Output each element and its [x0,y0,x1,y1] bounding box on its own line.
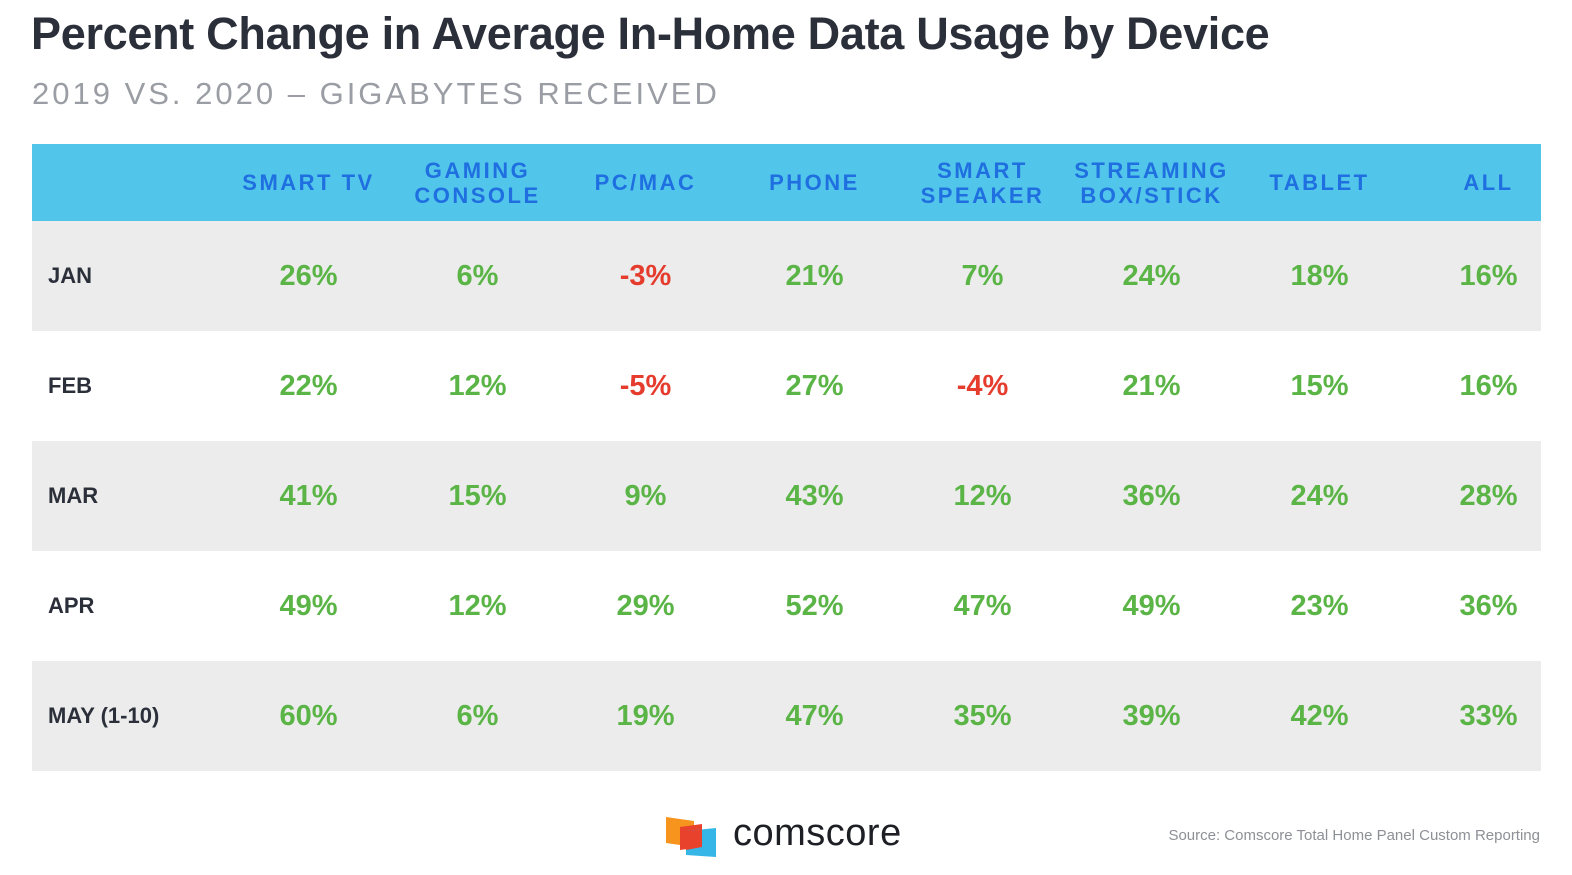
table-row: FEB 22% 12% -5% 27% -4% 21% 15% 16% [32,331,1541,441]
table-cell: 21% [785,259,844,292]
table-cell: -3% [619,259,672,292]
table-cell: 28% [1459,479,1518,512]
table-cell: 47% [953,589,1012,622]
table-header-row: SMART TV GAMING CONSOLE PC/MAC PHONE SMART S… [32,144,1541,221]
table-cell: 39% [1122,699,1181,732]
column-header: GAMING CONSOLE [414,157,541,208]
column-header: SMART TV [242,170,375,195]
table-cell: 16% [1459,369,1518,402]
table-cell: 26% [279,259,338,292]
table-cell: 22% [279,369,338,402]
table-cell: 12% [448,369,507,402]
table-row: MAY (1-10) 60% 6% 19% 47% 35% 39% 42% 33% [32,661,1541,771]
table-row: APR 49% 12% 29% 52% 47% 49% 23% 36% [32,551,1541,661]
table-cell: -4% [956,369,1009,402]
table-cell: 24% [1122,259,1181,292]
table-cell: 36% [1122,479,1181,512]
column-header: TABLET [1269,170,1370,195]
table-cell: 49% [1122,589,1181,622]
table-cell: 7% [961,259,1004,292]
column-header: STREAMING BOX/STICK [1074,157,1229,208]
chart-title: Percent Change in Average In-Home Data U… [31,8,1270,59]
row-label: FEB [48,373,92,398]
table-cell: 36% [1459,589,1518,622]
table-cell: 35% [953,699,1012,732]
table-cell: 12% [953,479,1012,512]
column-header: ALL [1463,170,1514,195]
table-cell: 43% [785,479,844,512]
column-header: PHONE [769,170,860,195]
table-row: MAR 41% 15% 9% 43% 12% 36% 24% 28% [32,441,1541,551]
table-cell: 24% [1290,479,1349,512]
table-cell: 52% [785,589,844,622]
row-label: MAY (1-10) [48,703,160,728]
table-cell: 6% [456,699,499,732]
table-cell: 60% [279,699,338,732]
table-cell: 41% [279,479,338,512]
table-cell: 9% [624,479,667,512]
table-cell: 16% [1459,259,1518,292]
table-cell: 27% [785,369,844,402]
chart-subtitle: 2019 VS. 2020 – GIGABYTES RECEIVED [32,76,720,111]
table-cell: 42% [1290,699,1349,732]
row-label: APR [48,593,95,618]
brand-name: comscore [733,812,902,854]
table-cell: 33% [1459,699,1518,732]
row-label: MAR [48,483,99,508]
table-cell: 47% [785,699,844,732]
table-cell: 6% [456,259,499,292]
table-row: JAN 26% 6% -3% 21% 7% 24% 18% 16% [32,221,1541,331]
column-header: PC/MAC [594,170,697,195]
table-cell: 29% [616,589,675,622]
source-note: Source: Comscore Total Home Panel Custom… [1168,827,1540,844]
table-cell: 23% [1290,589,1349,622]
column-header: SMART SPEAKER [920,157,1045,208]
comscore-logo-icon [666,817,716,857]
table-cell: 19% [616,699,675,732]
table-cell: 21% [1122,369,1181,402]
table-cell: 15% [1290,369,1349,402]
table-cell: 15% [448,479,507,512]
table-cell: 12% [448,589,507,622]
table-cell: -5% [619,369,672,402]
table-cell: 18% [1290,259,1349,292]
row-label: JAN [48,263,93,288]
data-table: SMART TV GAMING CONSOLE PC/MAC PHONE SMART S… [32,144,1541,771]
table-cell: 49% [279,589,338,622]
table-body: JAN 26% 6% -3% 21% 7% 24% 18% 16% FEB 22% 12% -5% 27%… [32,221,1541,771]
